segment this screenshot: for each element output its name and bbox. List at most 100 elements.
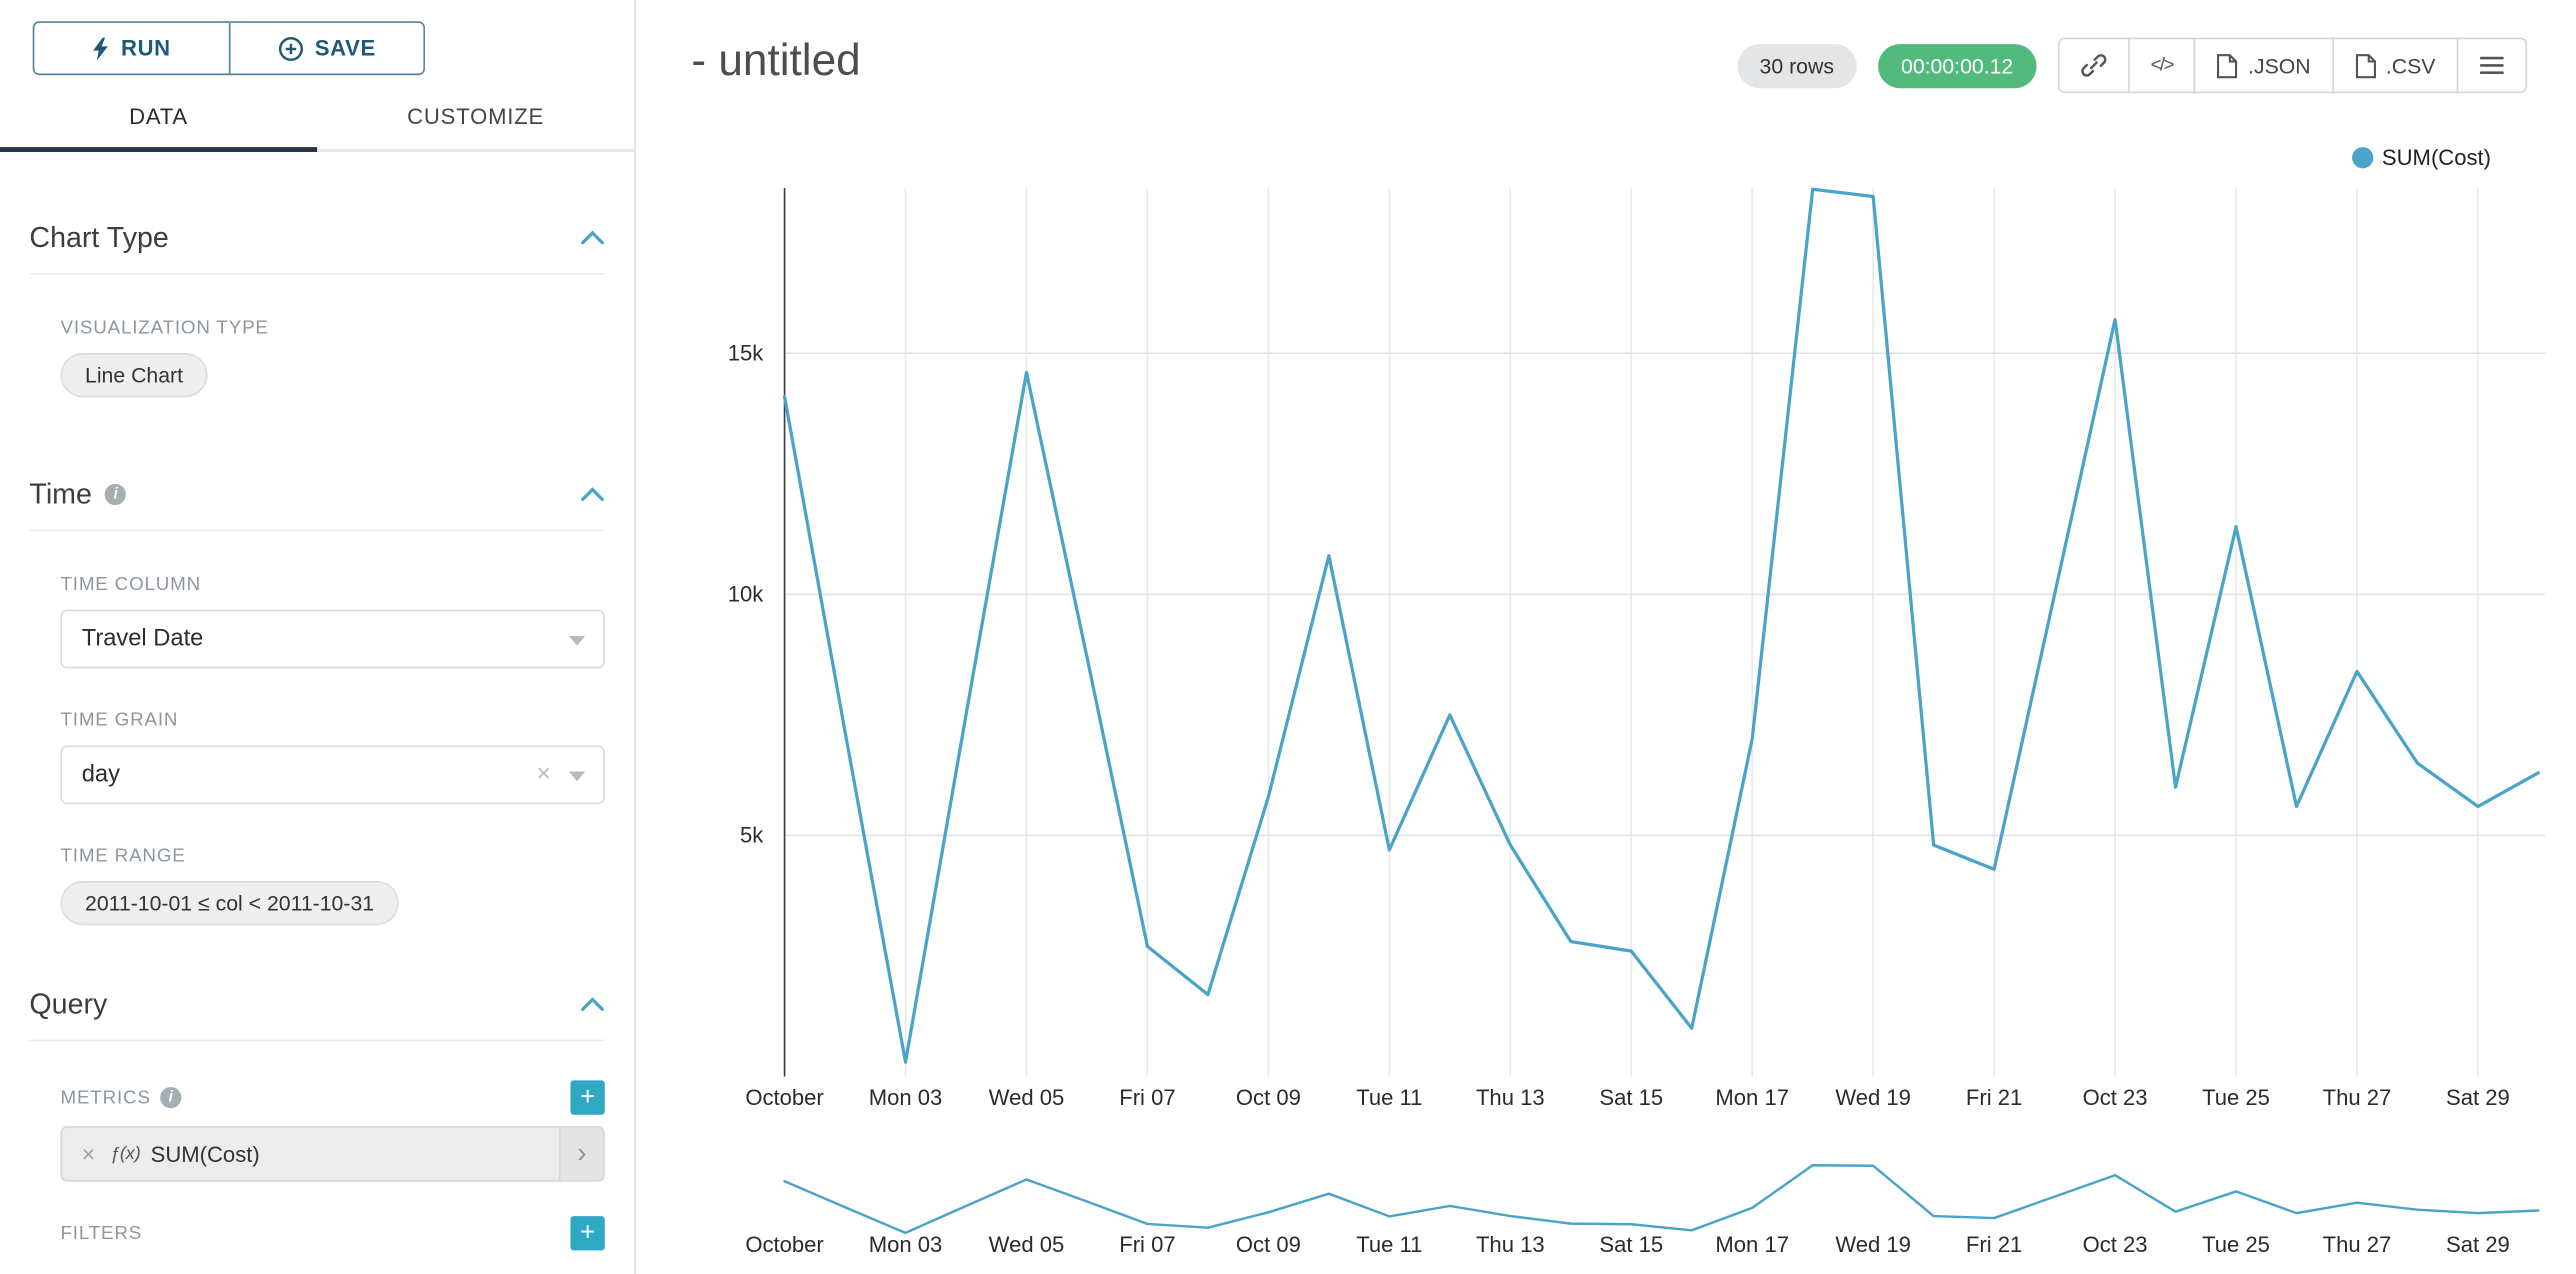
- section-title-text: Time: [29, 477, 92, 510]
- svg-text:Oct 09: Oct 09: [1236, 1232, 1301, 1257]
- svg-text:Mon 03: Mon 03: [869, 1085, 943, 1110]
- svg-text:Wed 19: Wed 19: [1835, 1085, 1911, 1110]
- line-chart[interactable]: 5k 10k 15k October October Mon 03 Mon 03 Wed 05…: [637, 139, 2576, 1273]
- time-column-select[interactable]: Travel Date: [60, 609, 605, 669]
- metrics-header-row: METRICS i +: [60, 1080, 605, 1115]
- run-save-button-group: RUN SAVE: [32, 21, 425, 76]
- svg-text:October: October: [745, 1232, 823, 1257]
- section-divider: [29, 1039, 605, 1042]
- tab-customize[interactable]: CUSTOMIZE: [407, 103, 545, 129]
- svg-text:Sat 29: Sat 29: [2446, 1085, 2510, 1110]
- caret-down-icon: [568, 771, 586, 782]
- legend-dot: [2352, 147, 2374, 169]
- section-time-header: Time i: [29, 477, 604, 511]
- svg-text:5k: 5k: [740, 823, 764, 848]
- share-link-button[interactable]: [2057, 37, 2130, 94]
- bolt-icon: [93, 36, 108, 60]
- svg-text:Oct 09: Oct 09: [1236, 1085, 1301, 1110]
- svg-text:Thu 27: Thu 27: [2323, 1232, 2392, 1257]
- svg-text:Tue 25: Tue 25: [2202, 1232, 2270, 1257]
- export-json-button[interactable]: .JSON: [2194, 37, 2334, 94]
- svg-text:Wed 05: Wed 05: [989, 1085, 1065, 1110]
- metrics-label-text: METRICS: [60, 1087, 151, 1108]
- collapse-chevron-icon[interactable]: [580, 997, 605, 1012]
- info-icon: i: [105, 483, 127, 506]
- metric-label: SUM(Cost): [150, 1141, 260, 1167]
- caret-down-icon: [568, 635, 586, 646]
- embed-code-button[interactable]: </>: [2127, 37, 2196, 94]
- menu-icon: [2479, 56, 2504, 75]
- section-time-title: Time i: [29, 477, 127, 511]
- metrics-label: METRICS i: [60, 1086, 182, 1109]
- run-button[interactable]: RUN: [34, 22, 229, 74]
- collapse-chevron-icon[interactable]: [580, 230, 605, 245]
- embed-code-icon: </>: [2150, 55, 2175, 76]
- section-chart-type-header: Chart Type: [29, 221, 604, 255]
- time-grain-select[interactable]: day ×: [60, 745, 605, 805]
- section-title-text: Chart Type: [29, 220, 169, 254]
- section-query-title: Query: [29, 987, 107, 1021]
- sidebar: RUN SAVE DATA CUSTOMIZE Chart Type VISUA…: [0, 0, 636, 1274]
- filters-header-row: FILTERS +: [60, 1216, 605, 1251]
- file-icon: [2217, 53, 2238, 78]
- svg-text:October: October: [745, 1085, 823, 1110]
- svg-text:Wed 19: Wed 19: [1835, 1232, 1911, 1257]
- svg-text:Thu 13: Thu 13: [1476, 1085, 1545, 1110]
- svg-text:Mon 17: Mon 17: [1715, 1232, 1789, 1257]
- legend-label: SUM(Cost): [2381, 145, 2492, 170]
- svg-text:Oct 23: Oct 23: [2083, 1085, 2148, 1110]
- svg-text:Oct 23: Oct 23: [2083, 1232, 2148, 1257]
- info-icon: i: [160, 1086, 182, 1109]
- svg-text:Fri 07: Fri 07: [1119, 1085, 1175, 1110]
- file-icon: [2355, 53, 2376, 78]
- section-divider: [29, 529, 605, 532]
- control-panel: Chart Type VISUALIZATION TYPE Line Chart…: [0, 221, 634, 1251]
- svg-text:Fri 07: Fri 07: [1119, 1232, 1175, 1257]
- metric-expand-icon[interactable]: ›: [559, 1127, 604, 1181]
- svg-text:Thu 13: Thu 13: [1476, 1232, 1545, 1257]
- svg-text:Sat 29: Sat 29: [2446, 1232, 2510, 1257]
- add-filter-button[interactable]: +: [570, 1216, 605, 1251]
- menu-button[interactable]: [2456, 37, 2527, 94]
- svg-text:10k: 10k: [728, 582, 765, 607]
- time-range-label: TIME RANGE: [60, 846, 186, 867]
- section-divider: [29, 272, 605, 275]
- svg-text:Wed 05: Wed 05: [989, 1232, 1065, 1257]
- time-column-value: Travel Date: [81, 626, 204, 653]
- time-grain-value: day: [81, 761, 120, 788]
- export-csv-button[interactable]: .CSV: [2331, 37, 2459, 94]
- svg-text:Mon 03: Mon 03: [869, 1232, 943, 1257]
- clear-icon[interactable]: ×: [536, 760, 551, 788]
- svg-text:Sat 15: Sat 15: [1599, 1085, 1663, 1110]
- tab-data[interactable]: DATA: [0, 83, 318, 153]
- metric-pill[interactable]: × ƒ(x) SUM(Cost) ›: [60, 1126, 605, 1182]
- svg-text:Fri 21: Fri 21: [1966, 1232, 2022, 1257]
- svg-text:15k: 15k: [728, 341, 765, 366]
- svg-text:Sat 15: Sat 15: [1599, 1232, 1663, 1257]
- save-button[interactable]: SAVE: [228, 22, 424, 74]
- collapse-chevron-icon[interactable]: [580, 487, 605, 502]
- chart-title[interactable]: - untitled: [691, 35, 861, 85]
- section-chart-type-title: Chart Type: [29, 221, 168, 255]
- save-label: SAVE: [314, 35, 376, 61]
- svg-text:Tue 11: Tue 11: [1356, 1085, 1422, 1110]
- svg-text:Mon 17: Mon 17: [1715, 1085, 1789, 1110]
- viz-type-value-pill[interactable]: Line Chart: [60, 353, 208, 398]
- svg-text:Tue 25: Tue 25: [2202, 1085, 2270, 1110]
- export-json-label: .JSON: [2248, 53, 2311, 78]
- export-csv-label: .CSV: [2385, 53, 2436, 78]
- remove-metric-icon[interactable]: ×: [81, 1140, 96, 1168]
- svg-text:Thu 27: Thu 27: [2323, 1085, 2392, 1110]
- link-icon: [2080, 54, 2106, 77]
- plus-circle-icon: [278, 36, 303, 61]
- export-button-group: </> .JSON .CSV: [2057, 37, 2527, 94]
- timer-badge: 00:00:00.12: [1878, 43, 2037, 88]
- filters-label: FILTERS: [60, 1223, 143, 1244]
- add-metric-button[interactable]: +: [570, 1080, 605, 1115]
- time-range-pill[interactable]: 2011-10-01 ≤ col < 2011-10-31: [60, 881, 399, 926]
- viz-type-label: VISUALIZATION TYPE: [60, 318, 269, 339]
- fx-icon: ƒ(x): [109, 1144, 141, 1164]
- chart-header-actions: 30 rows 00:00:00.12 </> .JSON .CSV: [1736, 37, 2527, 94]
- time-column-label: TIME COLUMN: [60, 575, 202, 595]
- legend-item[interactable]: SUM(Cost): [2352, 145, 2491, 170]
